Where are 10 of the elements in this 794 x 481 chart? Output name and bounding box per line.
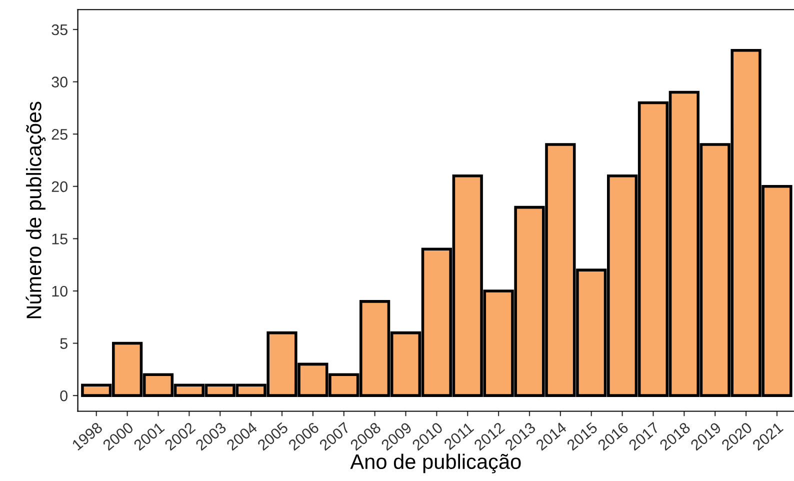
y-tick-label: 10 — [52, 286, 68, 297]
y-tick-label: 35 — [52, 24, 68, 36]
y-tick-label: 15 — [52, 234, 68, 244]
y-tick-label: 20 — [52, 181, 68, 192]
y-tick-label: 25 — [52, 128, 68, 140]
y-tick-label: 5 — [60, 338, 68, 349]
y-axis-title: Número de publicações — [26, 102, 46, 318]
x-axis-title: Ano de publicação — [350, 454, 521, 474]
y-tick-label: 30 — [52, 76, 68, 88]
y-tick-label: 0 — [60, 390, 68, 402]
